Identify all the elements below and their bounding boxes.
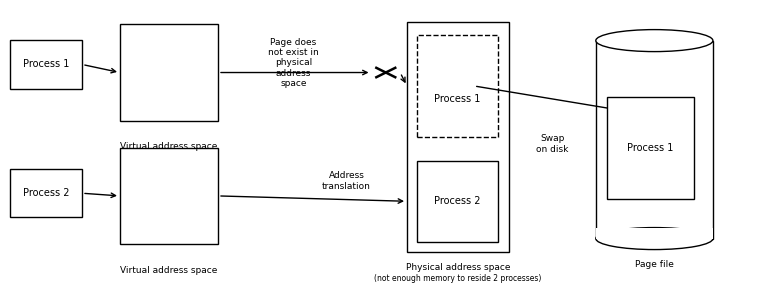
FancyBboxPatch shape [607,97,694,199]
FancyBboxPatch shape [120,148,218,244]
FancyBboxPatch shape [596,40,713,239]
Text: Process 2: Process 2 [23,188,69,198]
Text: Virtual address space: Virtual address space [120,266,218,275]
FancyBboxPatch shape [11,40,82,89]
Text: Physical address space: Physical address space [406,263,510,272]
Text: Page file: Page file [635,260,673,269]
FancyBboxPatch shape [120,24,218,121]
Text: Process 1: Process 1 [435,94,481,104]
Text: Process 1: Process 1 [23,60,69,70]
Text: Swap
on disk: Swap on disk [537,134,568,154]
FancyBboxPatch shape [407,22,509,252]
Text: Address
translation: Address translation [322,171,371,191]
Text: Process 2: Process 2 [435,196,481,206]
FancyBboxPatch shape [11,169,82,217]
FancyBboxPatch shape [417,35,498,137]
FancyBboxPatch shape [596,227,713,239]
Ellipse shape [596,227,713,250]
Ellipse shape [596,30,713,52]
FancyBboxPatch shape [417,161,498,241]
Text: Virtual address space: Virtual address space [120,142,218,151]
Text: Page does
not exist in
physical
address
space: Page does not exist in physical address … [268,38,319,88]
Text: Process 1: Process 1 [627,142,673,153]
Text: (not enough memory to reside 2 processes): (not enough memory to reside 2 processes… [374,274,542,283]
